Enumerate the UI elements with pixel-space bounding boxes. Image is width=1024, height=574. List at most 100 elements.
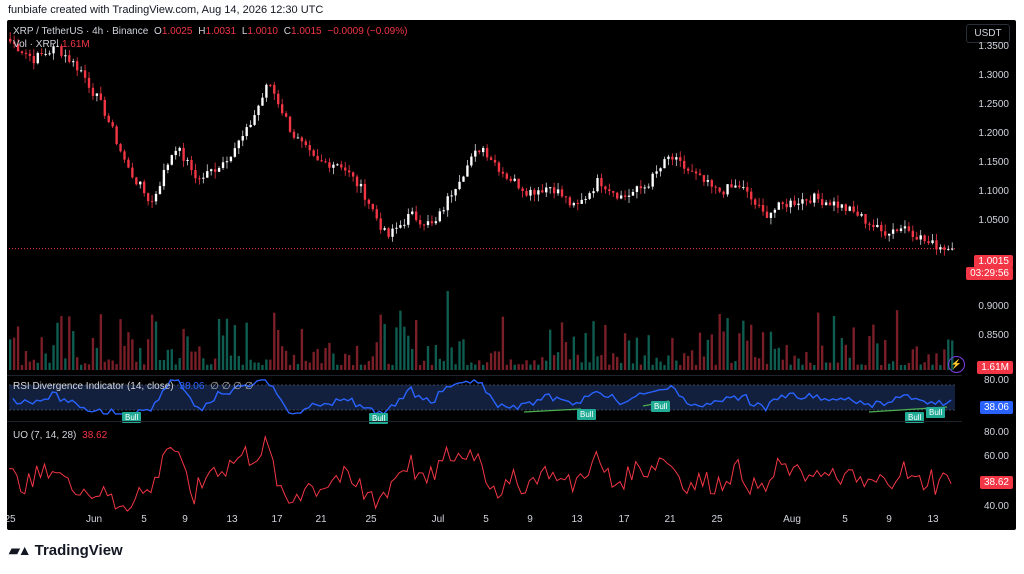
tradingview-logo[interactable]: ▰▲ TradingView: [9, 542, 123, 559]
bull-divergence-label: Bull: [905, 412, 925, 423]
candle: [576, 199, 579, 211]
candle: [572, 201, 576, 208]
volume-bar: [639, 364, 643, 370]
volume-bar: [560, 322, 564, 370]
volume-bar: [198, 346, 201, 370]
volume-bar: [789, 364, 792, 370]
currency-selector[interactable]: USDT: [966, 24, 1010, 43]
time-axis-label: 9: [182, 514, 188, 525]
candle: [631, 188, 635, 197]
volume-bar: [135, 361, 138, 370]
candle: [454, 188, 457, 202]
candle: [154, 191, 158, 205]
candle: [139, 181, 142, 189]
volume-bar: [541, 357, 544, 370]
volume-bar: [131, 339, 134, 370]
time-axis-label: 25: [365, 514, 377, 525]
candle: [411, 207, 414, 216]
volume-bar: [146, 339, 150, 370]
volume-bar: [781, 359, 784, 370]
volume-bar: [813, 364, 816, 370]
candle: [422, 223, 426, 231]
candle: [907, 221, 911, 233]
candle: [304, 138, 307, 148]
candle: [734, 179, 737, 188]
pane-divider[interactable]: [7, 421, 962, 422]
volume-bar: [887, 363, 891, 370]
volume-bar: [537, 364, 540, 370]
volume-bar: [143, 364, 146, 370]
candle: [52, 44, 55, 60]
volume-bar: [328, 342, 331, 370]
chart-panel[interactable]: XRP / TetherUS · 4h · Binance O1.0025 H1…: [7, 20, 1016, 530]
volume-bar: [127, 332, 130, 370]
volume-bar: [675, 360, 678, 370]
candle: [56, 39, 59, 47]
volume-bar: [375, 342, 378, 370]
volume-bar: [489, 353, 493, 370]
candle: [623, 190, 627, 201]
volume-bar: [750, 324, 753, 370]
volume-bar: [876, 343, 879, 370]
candle: [493, 154, 497, 166]
candle: [273, 81, 276, 100]
volume-label: Vol · XRP: [13, 39, 57, 50]
candle: [308, 140, 311, 157]
candle: [497, 160, 501, 176]
candle: [564, 195, 568, 204]
time-axis-label: Jul: [431, 514, 445, 525]
volume-bar: [943, 349, 946, 370]
chart-canvas[interactable]: [7, 20, 1016, 530]
candle: [119, 143, 122, 153]
volume-bar: [316, 349, 319, 370]
volume-bar: [442, 361, 445, 370]
volume-bar: [753, 357, 757, 370]
high-label: H: [198, 26, 206, 37]
candle: [627, 188, 631, 203]
candle: [127, 157, 130, 169]
candle: [840, 203, 844, 211]
volume-bar: [880, 364, 883, 370]
volume-bar: [809, 362, 812, 370]
lightning-icon[interactable]: ⚡: [948, 356, 965, 373]
low-value: 1.0010: [247, 26, 278, 37]
volume-bar: [347, 355, 351, 370]
candle: [170, 154, 173, 166]
volume-bar: [939, 364, 942, 370]
volume-bar: [793, 355, 796, 370]
candle: [355, 174, 359, 193]
candle: [663, 156, 666, 169]
price-axis-label: 1.2000: [978, 127, 1009, 139]
candle: [466, 159, 469, 177]
volume-bar: [485, 362, 489, 370]
candle: [414, 205, 418, 223]
candle: [537, 186, 540, 202]
candle: [64, 49, 67, 63]
candle: [115, 124, 118, 146]
pane-divider[interactable]: [7, 375, 962, 376]
candle: [899, 224, 903, 233]
candle: [379, 212, 382, 234]
volume-bar: [430, 364, 434, 370]
candle: [789, 198, 792, 214]
countdown-tag: 03:29:56: [966, 267, 1013, 280]
volume-bar: [517, 364, 520, 370]
volume-bar: [68, 316, 71, 370]
candle: [686, 167, 690, 175]
volume-bar: [277, 329, 280, 370]
candle: [233, 142, 237, 158]
volume-bar: [462, 339, 465, 370]
volume-bar: [418, 364, 422, 370]
candle: [284, 111, 288, 118]
candle: [190, 155, 193, 176]
time-axis-label: 25: [7, 514, 16, 525]
volume-bar: [856, 364, 859, 370]
volume-bar: [308, 362, 311, 370]
candle: [777, 201, 780, 210]
candle: [931, 234, 934, 245]
candle: [848, 205, 851, 212]
volume-bar: [324, 347, 327, 370]
volume-bar: [951, 340, 954, 370]
candle: [608, 183, 611, 196]
volume-bar: [466, 364, 469, 370]
